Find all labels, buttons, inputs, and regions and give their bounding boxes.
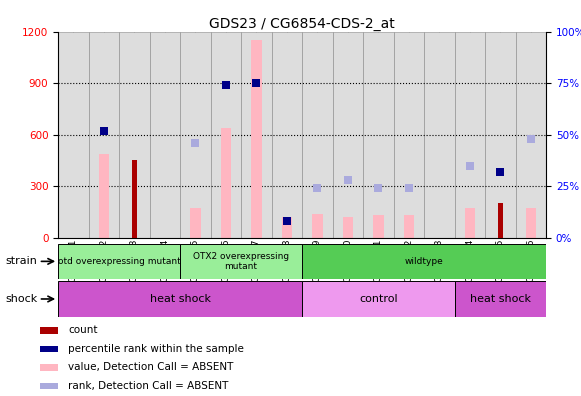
- Text: otd overexpressing mutant: otd overexpressing mutant: [58, 257, 181, 266]
- Bar: [40, 346, 58, 352]
- Text: shock: shock: [6, 294, 38, 304]
- Text: OTX2 overexpressing
mutant: OTX2 overexpressing mutant: [193, 252, 289, 271]
- Bar: [150, 32, 180, 238]
- Bar: [58, 32, 88, 238]
- Bar: [271, 32, 302, 238]
- Bar: [312, 213, 322, 238]
- Bar: [210, 32, 241, 238]
- Text: rank, Detection Call = ABSENT: rank, Detection Call = ABSENT: [69, 381, 229, 391]
- Bar: [88, 32, 119, 238]
- Bar: [373, 215, 383, 238]
- Bar: [132, 160, 137, 238]
- Bar: [302, 244, 546, 279]
- Bar: [424, 32, 454, 238]
- Title: GDS23 / CG6854-CDS-2_at: GDS23 / CG6854-CDS-2_at: [209, 17, 395, 30]
- Bar: [241, 32, 271, 238]
- Bar: [526, 208, 536, 238]
- Bar: [302, 281, 454, 317]
- Bar: [282, 217, 292, 238]
- Text: wildtype: wildtype: [405, 257, 443, 266]
- Text: heat shock: heat shock: [470, 294, 531, 304]
- Bar: [404, 215, 414, 238]
- Bar: [180, 244, 302, 279]
- Text: value, Detection Call = ABSENT: value, Detection Call = ABSENT: [69, 362, 234, 373]
- Text: percentile rank within the sample: percentile rank within the sample: [69, 344, 244, 354]
- Text: count: count: [69, 326, 98, 335]
- Bar: [332, 32, 363, 238]
- Bar: [40, 327, 58, 333]
- Bar: [498, 203, 503, 238]
- Bar: [343, 217, 353, 238]
- Bar: [58, 281, 302, 317]
- Bar: [180, 32, 210, 238]
- Bar: [58, 244, 180, 279]
- Bar: [465, 208, 475, 238]
- Bar: [485, 32, 516, 238]
- Bar: [251, 40, 261, 238]
- Bar: [516, 32, 546, 238]
- Text: control: control: [359, 294, 397, 304]
- Bar: [119, 32, 150, 238]
- Bar: [454, 281, 546, 317]
- Bar: [99, 154, 109, 238]
- Bar: [363, 32, 393, 238]
- Bar: [190, 208, 200, 238]
- Bar: [302, 32, 332, 238]
- Bar: [394, 32, 424, 238]
- Bar: [221, 128, 231, 238]
- Text: strain: strain: [6, 256, 38, 267]
- Bar: [40, 364, 58, 371]
- Text: heat shock: heat shock: [150, 294, 210, 304]
- Bar: [40, 383, 58, 389]
- Bar: [454, 32, 485, 238]
